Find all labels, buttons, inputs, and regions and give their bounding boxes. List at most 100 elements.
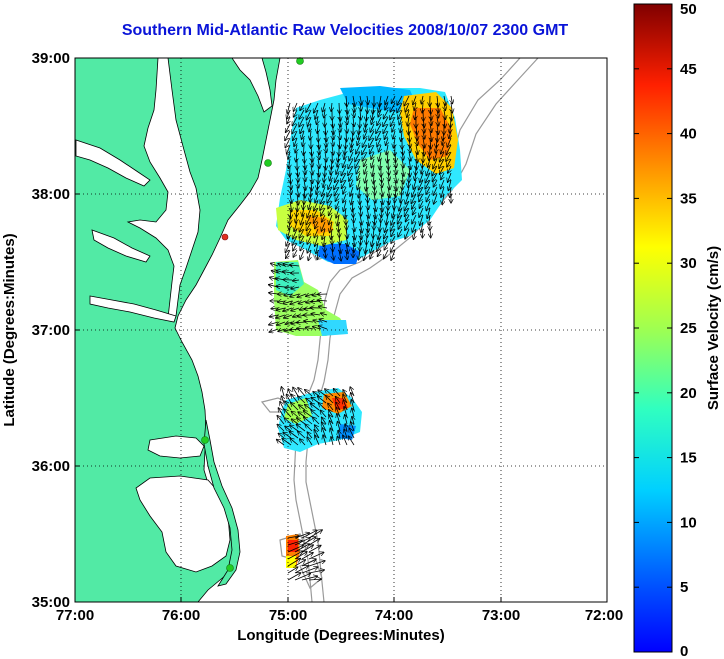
velocity-arrow <box>437 123 438 134</box>
velocity-arrow <box>290 425 299 432</box>
velocity-arrow <box>346 109 348 119</box>
velocity-arrow <box>385 95 388 105</box>
velocity-arrow <box>323 102 326 112</box>
velocity-arrow <box>311 144 312 156</box>
velocity-arrow <box>358 130 360 139</box>
velocity-arrow <box>335 172 340 182</box>
velocity-arrow <box>304 321 314 322</box>
velocity-arrow <box>294 538 310 546</box>
velocity-arrow <box>409 158 411 169</box>
velocity-arrow <box>408 123 409 135</box>
velocity-arrow <box>309 123 311 132</box>
velocity-arrow <box>362 144 368 155</box>
velocity-arrow <box>314 102 319 113</box>
velocity-arrow <box>422 228 423 238</box>
velocity-arrow <box>395 165 397 174</box>
velocity-arrow <box>426 165 431 176</box>
velocity-arrow <box>331 437 333 446</box>
velocity-arrow <box>300 439 306 446</box>
velocity-arrow <box>430 116 432 125</box>
velocity-arrow <box>348 436 355 446</box>
velocity-arrow <box>451 95 452 104</box>
velocity-arrow <box>330 221 332 233</box>
velocity-arrow <box>328 179 333 189</box>
velocity-arrow <box>277 440 285 446</box>
velocity-arrow <box>277 322 286 325</box>
velocity-arrow <box>437 95 438 107</box>
velocity-arrow <box>325 158 326 170</box>
x-axis-label: Longitude (Degrees:Minutes) <box>237 627 445 644</box>
velocity-arrow <box>419 193 424 202</box>
velocity-arrow <box>365 172 367 183</box>
x-tick-label: 74:00 <box>375 607 413 624</box>
velocity-arrow <box>378 109 381 117</box>
velocity-arrow <box>405 228 410 239</box>
velocity-arrow <box>383 116 389 126</box>
velocity-arrow <box>345 415 347 425</box>
chesapeake-bay <box>126 58 201 319</box>
velocity-arrow <box>355 158 361 168</box>
velocity-arrow <box>336 207 339 218</box>
velocity-arrow <box>308 249 311 260</box>
velocity-arrow <box>423 130 425 139</box>
velocity-arrow <box>388 186 390 198</box>
velocity-arrow <box>294 137 297 146</box>
velocity-arrow <box>348 158 354 169</box>
velocity-arrow <box>367 207 369 218</box>
velocity-arrow <box>325 130 327 141</box>
albemarle-sound <box>147 435 205 459</box>
velocity-arrow <box>385 221 389 232</box>
velocity-arrow <box>407 116 409 126</box>
colorbar-tick-label: 45 <box>680 61 697 78</box>
velocity-arrow <box>296 151 297 162</box>
velocity-arrow <box>381 193 383 204</box>
velocity-arrow <box>339 242 341 253</box>
velocity-arrow <box>373 172 374 184</box>
colorbar-tick-label: 15 <box>680 450 697 467</box>
velocity-arrow <box>364 165 367 174</box>
velocity-arrow <box>304 179 306 190</box>
velocity-arrow <box>278 408 285 418</box>
velocity-arrow <box>346 130 347 142</box>
velocity-arrow <box>318 158 320 168</box>
velocity-arrow <box>352 200 353 212</box>
velocity-arrow <box>277 416 285 425</box>
velocity-arrow <box>339 123 341 132</box>
velocity-arrow <box>378 228 382 239</box>
velocity-arrow <box>325 151 327 162</box>
velocity-arrow <box>381 207 382 217</box>
velocity-arrow <box>346 228 348 238</box>
velocity-arrow <box>296 214 298 223</box>
velocity-arrow <box>444 95 446 105</box>
velocity-arrow <box>398 214 403 224</box>
velocity-arrow <box>448 172 452 182</box>
velocity-arrow <box>427 207 430 218</box>
velocity-arrow <box>320 193 326 204</box>
velocity-arrow <box>377 116 382 125</box>
velocity-arrow <box>360 235 361 245</box>
velocity-arrow <box>374 186 375 195</box>
velocity-arrow <box>290 193 292 203</box>
velocity-arrow <box>318 165 319 177</box>
velocity-arrow <box>310 193 311 202</box>
velocity-arrow <box>367 221 368 232</box>
velocity-arrow <box>315 109 318 119</box>
velocity-arrow <box>313 392 320 397</box>
velocity-arrow <box>426 186 431 194</box>
velocity-arrow <box>301 576 317 581</box>
velocity-arrow <box>278 433 285 439</box>
velocity-arrow <box>318 396 327 404</box>
velocity-arrow <box>388 193 389 204</box>
velocity-arrow <box>398 207 403 218</box>
velocity-arrow <box>311 314 321 315</box>
velocity-arrow <box>332 144 333 155</box>
velocity-arrow <box>377 137 382 147</box>
velocity-arrow <box>311 179 312 191</box>
velocity-arrow <box>398 228 403 237</box>
velocity-arrow <box>422 102 423 113</box>
velocity-arrow <box>379 144 382 152</box>
velocity-arrow <box>402 144 403 155</box>
velocity-arrow <box>307 235 312 244</box>
velocity-arrow <box>346 235 348 246</box>
velocity-arrow <box>301 567 318 574</box>
